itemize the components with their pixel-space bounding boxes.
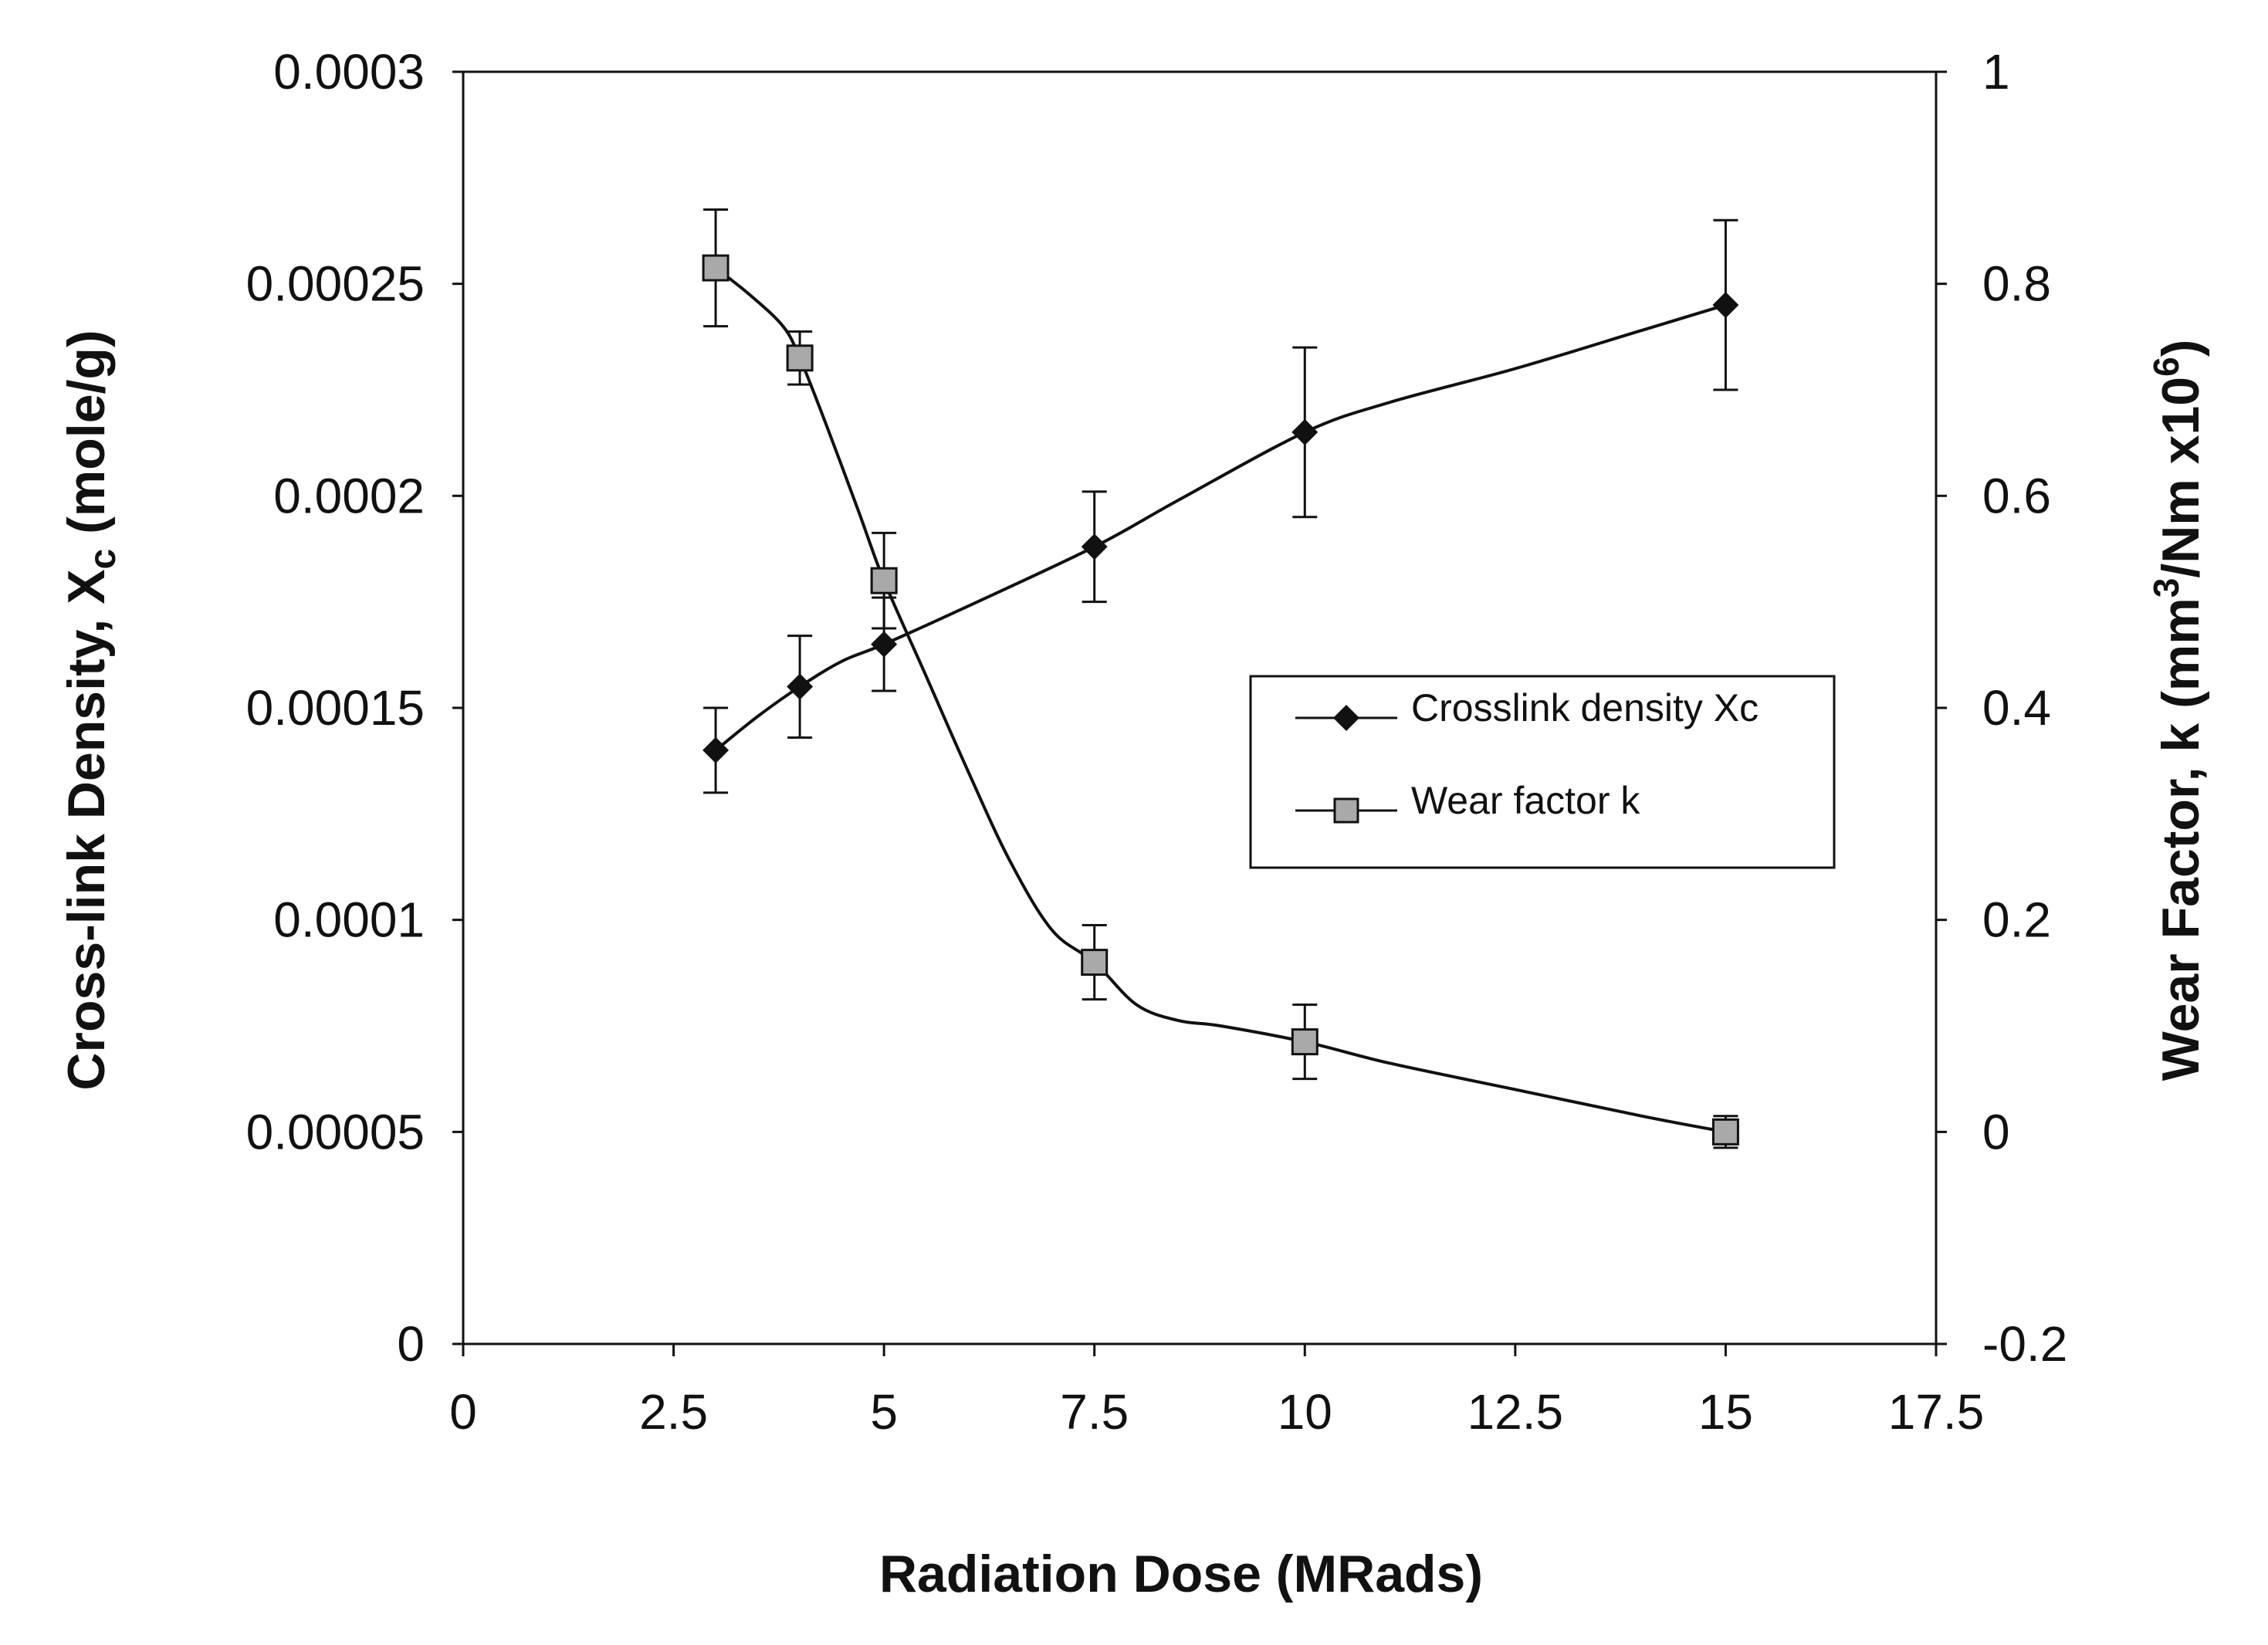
series-0-point-5 [1712, 292, 1739, 319]
y-left-tick-label-5: 0.00025 [246, 256, 425, 312]
series-0-point-1 [787, 673, 814, 700]
y-right-title-suffix: ) [2151, 340, 2210, 357]
x-tick-label-3: 7.5 [1060, 1384, 1129, 1440]
y-left-title-suffix: (mole/g) [57, 330, 116, 548]
y-right-tick-label-2: 0.2 [1982, 892, 2051, 948]
series-0-point-3 [1081, 533, 1108, 560]
y-right-tick-label-6: 1 [1982, 44, 2010, 100]
y-left-tick-label-1: 0.00005 [246, 1104, 425, 1159]
y-right-axis: -0.2 0 0.2 0.4 0.6 0.8 1 [1935, 44, 2067, 1372]
series-1-point-4 [1291, 1028, 1318, 1056]
legend-marker-crosslink [1333, 705, 1359, 731]
y-right-tick-label-3: 0.4 [1982, 680, 2051, 736]
x-tick-label-0: 0 [449, 1384, 477, 1440]
y-left-tick-label-4: 0.0002 [273, 468, 425, 523]
x-tick-label-6: 15 [1698, 1384, 1753, 1440]
series-0 [702, 218, 1739, 794]
series-layer [702, 208, 1739, 1149]
y-left-tick-label-3: 0.00015 [246, 680, 425, 736]
legend: Crosslink density Xc Wear factor k [1249, 675, 1836, 869]
y-right-tick-label-1: 0 [1982, 1104, 2010, 1159]
series-0-point-2 [871, 631, 898, 658]
x-tick-label-4: 10 [1278, 1384, 1332, 1440]
y-left-title-main: Cross-link Density, X [57, 569, 116, 1090]
y-right-tick-label-5: 0.8 [1982, 256, 2051, 312]
series-1-point-3 [1081, 949, 1109, 977]
x-axis-title: Radiation Dose (MRads) [879, 1545, 1483, 1603]
y-right-tick-label-0: -0.2 [1982, 1316, 2067, 1372]
y-right-axis-title: Wear Factor, k (mm3/Nm x106) [2146, 340, 2210, 1081]
x-axis: 0 2.5 5 7.5 10 12.5 15 17.5 [449, 1342, 1985, 1440]
y-right-title-sup1: 3 [2146, 578, 2186, 598]
y-left-title-sub: c [83, 549, 124, 570]
legend-label-wear: Wear factor k [1411, 779, 1640, 822]
y-left-tick-label-0: 0 [397, 1316, 425, 1372]
series-1-line [714, 266, 1726, 1134]
series-0-point-0 [702, 736, 729, 763]
series-1-point-0 [702, 254, 729, 282]
series-1-point-2 [870, 567, 898, 594]
y-right-title-main: Wear Factor, k (mm [2151, 597, 2210, 1081]
y-left-tick-label-6: 0.0003 [273, 44, 425, 100]
legend-label-crosslink: Crosslink density Xc [1411, 686, 1759, 729]
x-tick-label-2: 5 [870, 1384, 898, 1440]
legend-marker-wear [1333, 797, 1359, 824]
y-right-title-sup2: 6 [2146, 357, 2186, 377]
y-left-axis: 0 0.00005 0.0001 0.00015 0.0002 0.00025 0.0003 [246, 44, 465, 1372]
y-right-tick-label-4: 0.6 [1982, 468, 2051, 523]
series-0-line [714, 303, 1726, 752]
y-left-tick-label-2: 0.0001 [273, 892, 425, 948]
x-tick-label-1: 2.5 [639, 1384, 708, 1440]
x-tick-label-5: 12.5 [1467, 1384, 1564, 1440]
series-1-point-5 [1711, 1118, 1739, 1146]
series-1 [702, 208, 1739, 1149]
series-0-point-4 [1291, 418, 1318, 445]
y-left-axis-title: Cross-link Density, Xc (mole/g) [57, 330, 124, 1090]
series-1-point-1 [786, 344, 814, 372]
x-tick-label-7: 17.5 [1888, 1384, 1985, 1440]
y-right-title-mid: /Nm x10 [2151, 377, 2210, 578]
